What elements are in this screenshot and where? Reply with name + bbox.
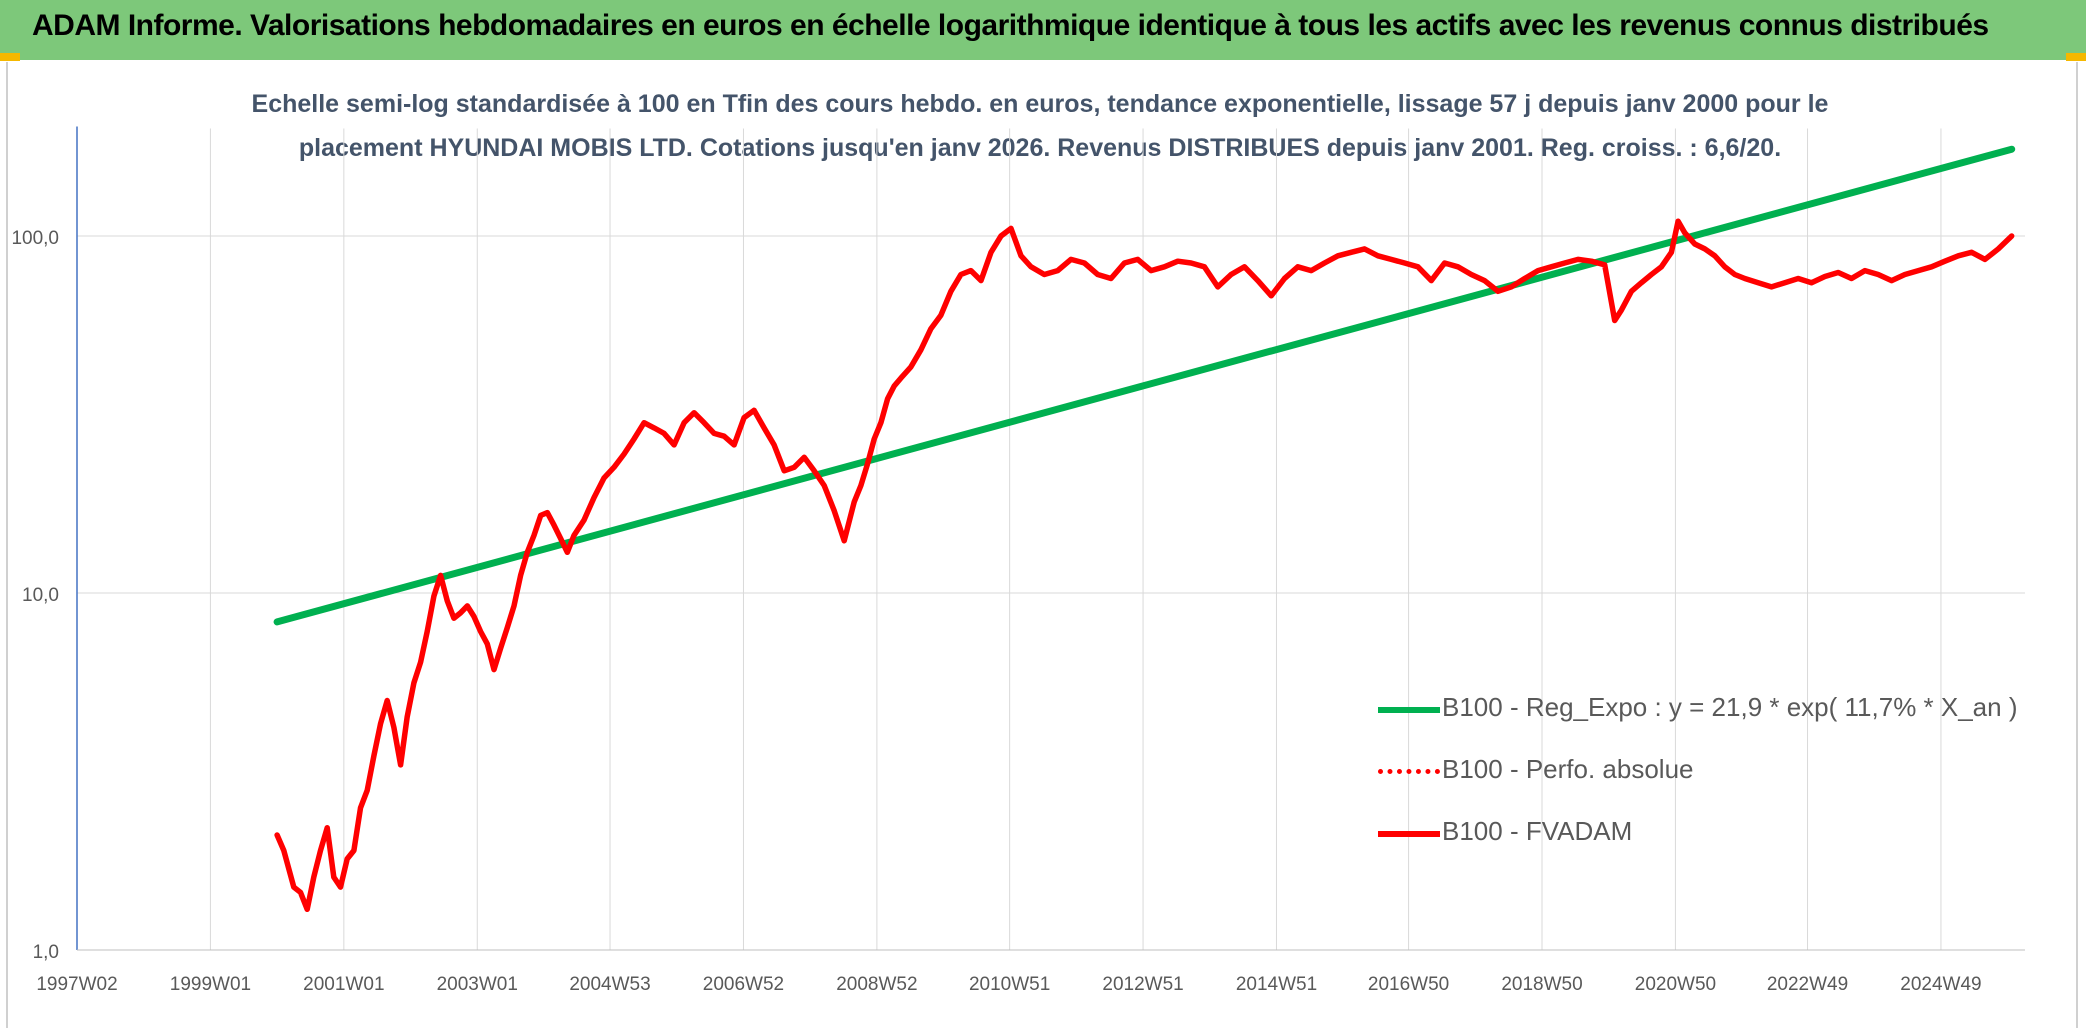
chart-title-line-2: placement HYUNDAI MOBIS LTD. Cotations j… bbox=[298, 134, 1782, 162]
x-tick-label: 1999W01 bbox=[170, 974, 251, 995]
x-tick-label: 2016W50 bbox=[1368, 974, 1449, 995]
series-line-reg-expo bbox=[273, 145, 2016, 626]
x-tick-label: 2012W51 bbox=[1102, 974, 1183, 995]
x-tick-label: 2022W49 bbox=[1767, 974, 1848, 995]
chart-title-line-1: Echelle semi-log standardisée à 100 en T… bbox=[251, 90, 1829, 118]
x-tick-label: 1997W02 bbox=[36, 974, 117, 995]
legend-item-perfo-absolue: B100 - Perfo. absolue bbox=[1378, 750, 2018, 790]
legend-swatch-fvadam bbox=[1378, 831, 1440, 837]
legend-swatch-perfo-absolue bbox=[1378, 769, 1440, 774]
x-tick-label: 2020W50 bbox=[1635, 974, 1716, 995]
x-tick-label: 2010W51 bbox=[969, 974, 1050, 995]
x-tick-label: 2018W50 bbox=[1501, 974, 1582, 995]
report-header: ADAM Informe. Valorisations hebdomadaire… bbox=[0, 0, 2086, 60]
x-tick-label: 2014W51 bbox=[1236, 974, 1317, 995]
corner-accent-right bbox=[2066, 53, 2086, 61]
legend-label-perfo-absolue: B100 - Perfo. absolue bbox=[1442, 754, 1694, 784]
y-tick-label: 100,0 bbox=[11, 228, 59, 249]
x-tick-label: 2024W49 bbox=[1900, 974, 1981, 995]
x-tick-label: 2004W53 bbox=[569, 974, 650, 995]
x-tick-label: 2003W01 bbox=[437, 974, 518, 995]
legend-swatch-reg-expo bbox=[1378, 707, 1440, 713]
report-title: ADAM Informe. Valorisations hebdomadaire… bbox=[32, 9, 1989, 42]
y-tick-label: 10,0 bbox=[22, 585, 59, 606]
series-line-fvadam bbox=[274, 218, 2015, 913]
chart-frame bbox=[6, 62, 2078, 1028]
corner-accent-left bbox=[0, 53, 20, 61]
legend-label-fvadam: B100 - FVADAM bbox=[1442, 816, 1633, 846]
x-tick-label: 2001W01 bbox=[303, 974, 384, 995]
y-tick-label: 1,0 bbox=[33, 942, 59, 963]
legend-item-fvadam: B100 - FVADAM bbox=[1378, 812, 2018, 852]
legend-item-reg-expo: B100 - Reg_Expo : y = 21,9 * exp( 11,7% … bbox=[1378, 688, 2018, 728]
legend-label-reg-expo: B100 - Reg_Expo : y = 21,9 * exp( 11,7% … bbox=[1442, 692, 2018, 722]
x-tick-label: 2008W52 bbox=[836, 974, 917, 995]
x-tick-label: 2006W52 bbox=[703, 974, 784, 995]
